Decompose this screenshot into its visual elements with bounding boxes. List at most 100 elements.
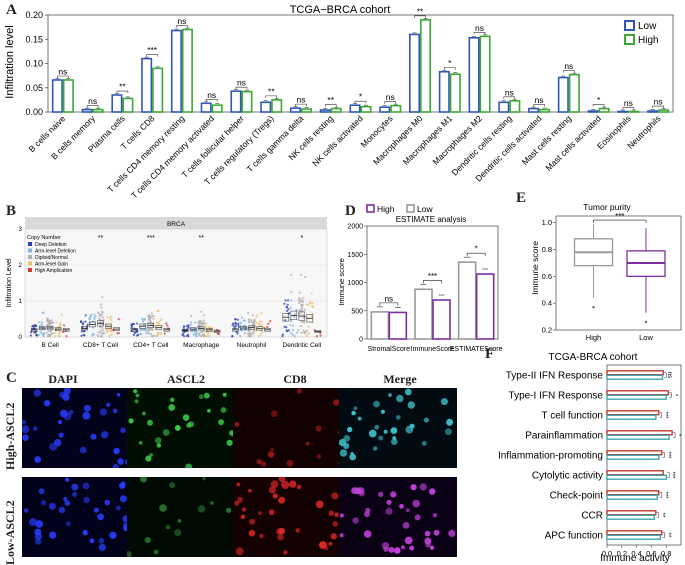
cell-nucleus — [429, 488, 436, 495]
panel-b-point — [106, 316, 109, 319]
cell-nucleus — [236, 482, 241, 487]
panel-b-point — [267, 322, 270, 325]
panel-b-point — [299, 298, 303, 301]
panel-a-bar-high-b-cells-naive — [62, 79, 74, 113]
cell-nucleus — [156, 443, 162, 448]
panel-b-point — [299, 324, 303, 328]
panel-d-ylabel: Immune score — [337, 258, 346, 306]
panel-b-point — [298, 312, 301, 315]
panel-a-sig-label: ns — [386, 92, 395, 102]
panel-a-bar-low-dendritic-cells-resting — [498, 101, 510, 113]
cell-nucleus — [270, 447, 275, 452]
panel-b-point — [204, 322, 207, 325]
header-cd8: CD8 — [283, 372, 307, 386]
cell-nucleus — [424, 530, 431, 537]
panel-b-point — [105, 331, 109, 334]
panel-b-point — [32, 325, 36, 328]
cell-nucleus — [259, 533, 264, 539]
panel-e-ytick-label: 0.8 — [542, 245, 552, 254]
panel-b-xtick-label: B Cell — [41, 342, 59, 349]
panel-a-sig-bracket — [265, 95, 278, 98]
panel-b-point — [260, 330, 264, 333]
panel-a-ytick-label: 0.00 — [25, 107, 43, 117]
panel-b-point — [291, 328, 295, 331]
cell-nucleus — [258, 511, 262, 516]
panel-b-point — [252, 323, 255, 326]
cell-nucleus — [388, 546, 395, 553]
cell-nucleus — [140, 477, 147, 483]
panel-b-point — [304, 275, 307, 278]
panel-b-point — [311, 312, 315, 315]
panel-a-bar-low-b-cells-memory — [81, 108, 93, 113]
panel-b-point — [260, 312, 263, 315]
panel-a-sig-bracket — [414, 15, 426, 18]
panel-f-bar-group1-ccr — [606, 510, 657, 516]
panel-b-point — [100, 306, 103, 309]
cell-nucleus — [89, 538, 95, 544]
panel-b-point — [290, 331, 293, 335]
cell-nucleus — [248, 529, 256, 537]
panel-a-bar-high-mast-cells-resting — [568, 73, 580, 113]
cell-nucleus — [170, 397, 175, 402]
panel-f-bar-group1-t-cell-function — [606, 410, 660, 416]
panel-b-point — [97, 335, 100, 338]
panel-b-point — [155, 334, 158, 337]
cell-nucleus — [32, 426, 38, 431]
panel-f-category-label: Check-point — [550, 491, 604, 502]
cell-nucleus — [295, 528, 301, 533]
cell-nucleus — [159, 504, 167, 512]
panel-a-bar-low-t-cells-cd8 — [141, 57, 153, 113]
cell-nucleus — [135, 393, 140, 398]
panel-a-sig-bracket — [116, 90, 129, 94]
panel-a-ytick-label: 0.20 — [25, 10, 43, 20]
cell-nucleus — [116, 393, 121, 397]
cell-nucleus — [242, 507, 246, 512]
cell-nucleus — [198, 394, 204, 400]
panel-a-bar-high-t-cells-cd4-memory-resting — [181, 28, 193, 113]
cell-nucleus — [66, 521, 71, 526]
panel-d-sig-bracket — [379, 302, 399, 306]
panel-b-point — [243, 324, 246, 328]
panel-b-point — [301, 307, 304, 310]
panel-b-point — [234, 321, 237, 325]
panel-b-point — [208, 334, 211, 337]
cell-nucleus — [281, 481, 290, 489]
panel-b-point — [139, 333, 143, 336]
cell-nucleus — [99, 408, 107, 416]
panel-b-point — [141, 328, 144, 331]
panel-a-bar-high-t-cells-cd8 — [152, 67, 164, 113]
panel-b-point — [259, 322, 262, 326]
panel-b-point — [166, 324, 169, 327]
panel-b-point — [250, 319, 253, 323]
panel-b-sig-label: *** — [147, 235, 155, 242]
header-dapi: DAPI — [48, 372, 78, 386]
panel-b-legend-swatch — [28, 242, 32, 246]
panel-a-legend-low-swatch — [624, 20, 635, 31]
panel-b-xtick-label: Macrophage — [183, 342, 220, 349]
cell-nucleus — [445, 428, 452, 436]
cell-nucleus — [339, 533, 344, 538]
panel-b-point — [101, 311, 104, 314]
cell-nucleus — [383, 429, 388, 434]
panel-b-point — [29, 334, 33, 337]
panel-b-point — [195, 329, 198, 333]
panel-b-point — [150, 335, 154, 338]
cell-nucleus — [207, 408, 211, 413]
panel-a-bar-high-mast-cells-activated — [598, 107, 610, 113]
panel-f-bar-group1-type-ii-ifn-response — [606, 370, 664, 376]
cell-nucleus — [440, 398, 448, 406]
cell-nucleus — [104, 499, 111, 506]
panel-b-point — [94, 315, 97, 318]
panel-d-bar-high-immunescore — [432, 299, 451, 340]
cell-nucleus — [229, 430, 235, 436]
panel-b-point — [289, 306, 292, 309]
panel-a-sig-label: ** — [417, 6, 424, 16]
cell-nucleus — [58, 506, 66, 514]
cell-nucleus — [432, 513, 438, 518]
cell-nucleus — [119, 495, 127, 503]
panel-e-outlier — [592, 306, 595, 309]
panel-b-point — [97, 312, 100, 315]
cell-nucleus — [323, 545, 329, 551]
panel-b-point — [89, 315, 92, 318]
cell-nucleus — [351, 410, 356, 416]
